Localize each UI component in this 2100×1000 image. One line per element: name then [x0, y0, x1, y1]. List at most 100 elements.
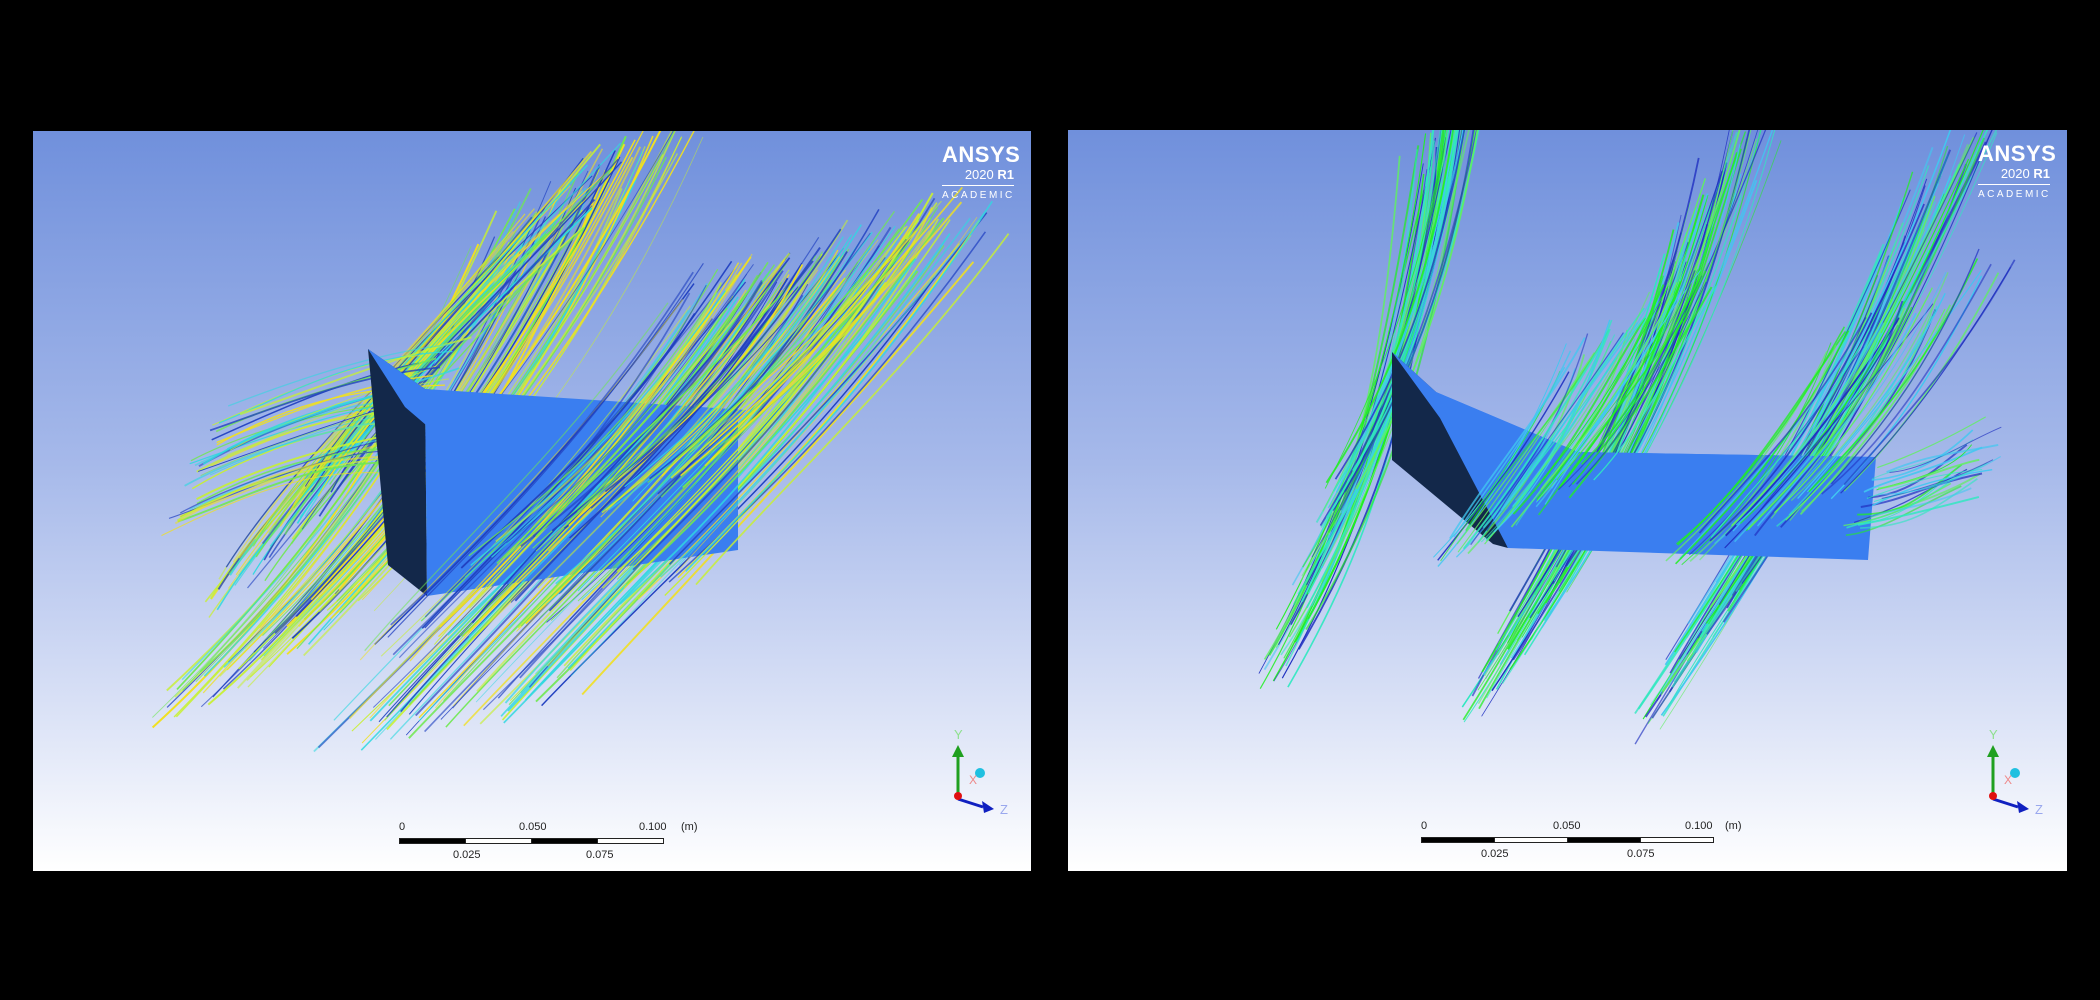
streamline — [1568, 286, 1713, 499]
streamline — [1797, 293, 1946, 500]
streamline — [1556, 269, 1699, 481]
streamline — [504, 292, 747, 559]
streamline — [649, 209, 880, 480]
scale-unit: (m) — [1725, 820, 1742, 832]
streamline — [555, 224, 862, 585]
streamline — [495, 282, 723, 543]
streamline — [1535, 312, 1664, 503]
streamline — [310, 157, 584, 493]
streamline-scene-right — [1258, 130, 2016, 745]
axis-y-label: Y — [1989, 727, 1998, 742]
streamline — [336, 158, 619, 490]
streamline — [1512, 296, 1654, 507]
axis-x-label: X — [2004, 773, 2012, 787]
streamline — [364, 302, 669, 652]
streamline — [1681, 342, 1832, 566]
streamline — [338, 131, 662, 591]
streamline — [1515, 338, 1636, 526]
streamline — [1773, 287, 1933, 514]
streamline — [1352, 130, 1480, 472]
streamline — [1543, 179, 1758, 622]
body-front-face — [1436, 392, 1876, 560]
axis-y-arrow-icon — [1987, 745, 1999, 757]
axis-z-arrow-icon — [2017, 801, 2029, 813]
streamline — [1550, 282, 1686, 489]
streamline — [1324, 130, 1447, 489]
scale-bar: 0 0.050 0.100 (m) 0.025 0.075 — [399, 821, 729, 861]
streamline — [1860, 478, 1978, 529]
streamline — [227, 343, 452, 407]
axis-z-label: Z — [2035, 802, 2043, 817]
streamline — [1344, 130, 1475, 492]
streamline — [1677, 326, 1846, 546]
streamline — [1685, 165, 1930, 639]
streamline — [1871, 468, 1993, 507]
streamline — [1339, 130, 1478, 511]
streamline — [1456, 352, 1595, 545]
streamline — [1675, 330, 1850, 565]
scale-label-0025: 0.025 — [1481, 848, 1509, 860]
streamline — [1724, 324, 1899, 549]
streamline — [633, 192, 934, 568]
streamline — [1857, 463, 1963, 516]
scale-unit: (m) — [681, 821, 698, 833]
streamline — [624, 234, 853, 488]
streamline — [506, 273, 748, 544]
streamline — [1500, 322, 1639, 511]
streamline — [1870, 487, 1972, 518]
streamline — [1497, 202, 1691, 644]
streamline — [676, 199, 924, 459]
ansys-logo: ANSYS 2020 R1 ACADEMIC — [1978, 142, 2056, 201]
streamline — [535, 283, 792, 537]
streamline — [1739, 301, 1906, 524]
streamline — [685, 200, 993, 572]
axis-y-arrow-icon — [952, 745, 964, 757]
streamline — [1759, 303, 1934, 512]
viewport-right[interactable]: ANSYS 2020 R1 ACADEMIC Y X Z 0 0.050 0.1… — [1068, 130, 2067, 871]
streamline — [710, 201, 963, 461]
streamline — [209, 366, 440, 432]
streamline — [668, 212, 988, 565]
streamline — [1747, 307, 1906, 531]
streamline — [254, 213, 526, 540]
scale-segment-3 — [1567, 837, 1641, 843]
streamline — [324, 143, 601, 478]
logo-release: R1 — [2033, 166, 2050, 181]
streamline — [1877, 455, 2002, 495]
axis-highlight-dot-icon — [2010, 768, 2020, 778]
streamline — [593, 225, 908, 578]
logo-version-year: 2020 — [2000, 166, 2030, 181]
axis-highlight-dot-icon — [975, 768, 985, 778]
streamline — [1453, 350, 1572, 538]
streamline — [1580, 278, 1700, 465]
streamline — [1272, 173, 1425, 682]
streamline — [1575, 270, 1696, 485]
viewport-left[interactable]: ANSYS 2020 R1 ACADEMIC Y X Z 0 0.050 0.1… — [33, 131, 1031, 871]
streamline — [1689, 344, 1837, 562]
streamline — [319, 164, 588, 477]
scale-segment-3 — [531, 838, 598, 844]
logo-brand: ANSYS — [942, 142, 1021, 167]
axis-x-dot-icon — [1989, 792, 1997, 800]
axis-triad[interactable]: Y X Z — [938, 727, 1018, 817]
streamline — [1558, 281, 1682, 489]
streamline — [1790, 272, 1949, 502]
streamline — [675, 216, 978, 574]
streamline — [1843, 272, 2000, 492]
streamline — [1698, 316, 1867, 534]
streamline — [556, 244, 945, 679]
streamline — [1541, 302, 1663, 497]
ansys-logo: ANSYS 2020 R1 ACADEMIC — [942, 142, 1021, 202]
axis-triad[interactable]: Y X Z — [1973, 727, 2053, 817]
scale-label-0: 0 — [1421, 820, 1428, 832]
scale-label-0: 0 — [399, 821, 406, 833]
streamline — [1462, 340, 1605, 550]
streamline — [1480, 334, 1616, 543]
streamline — [605, 256, 841, 511]
streamline — [467, 259, 786, 633]
axis-z-line — [957, 797, 984, 809]
streamline — [1509, 157, 1700, 612]
streamline — [1857, 495, 1980, 526]
streamline — [1555, 270, 1701, 480]
streamline — [695, 233, 1010, 586]
